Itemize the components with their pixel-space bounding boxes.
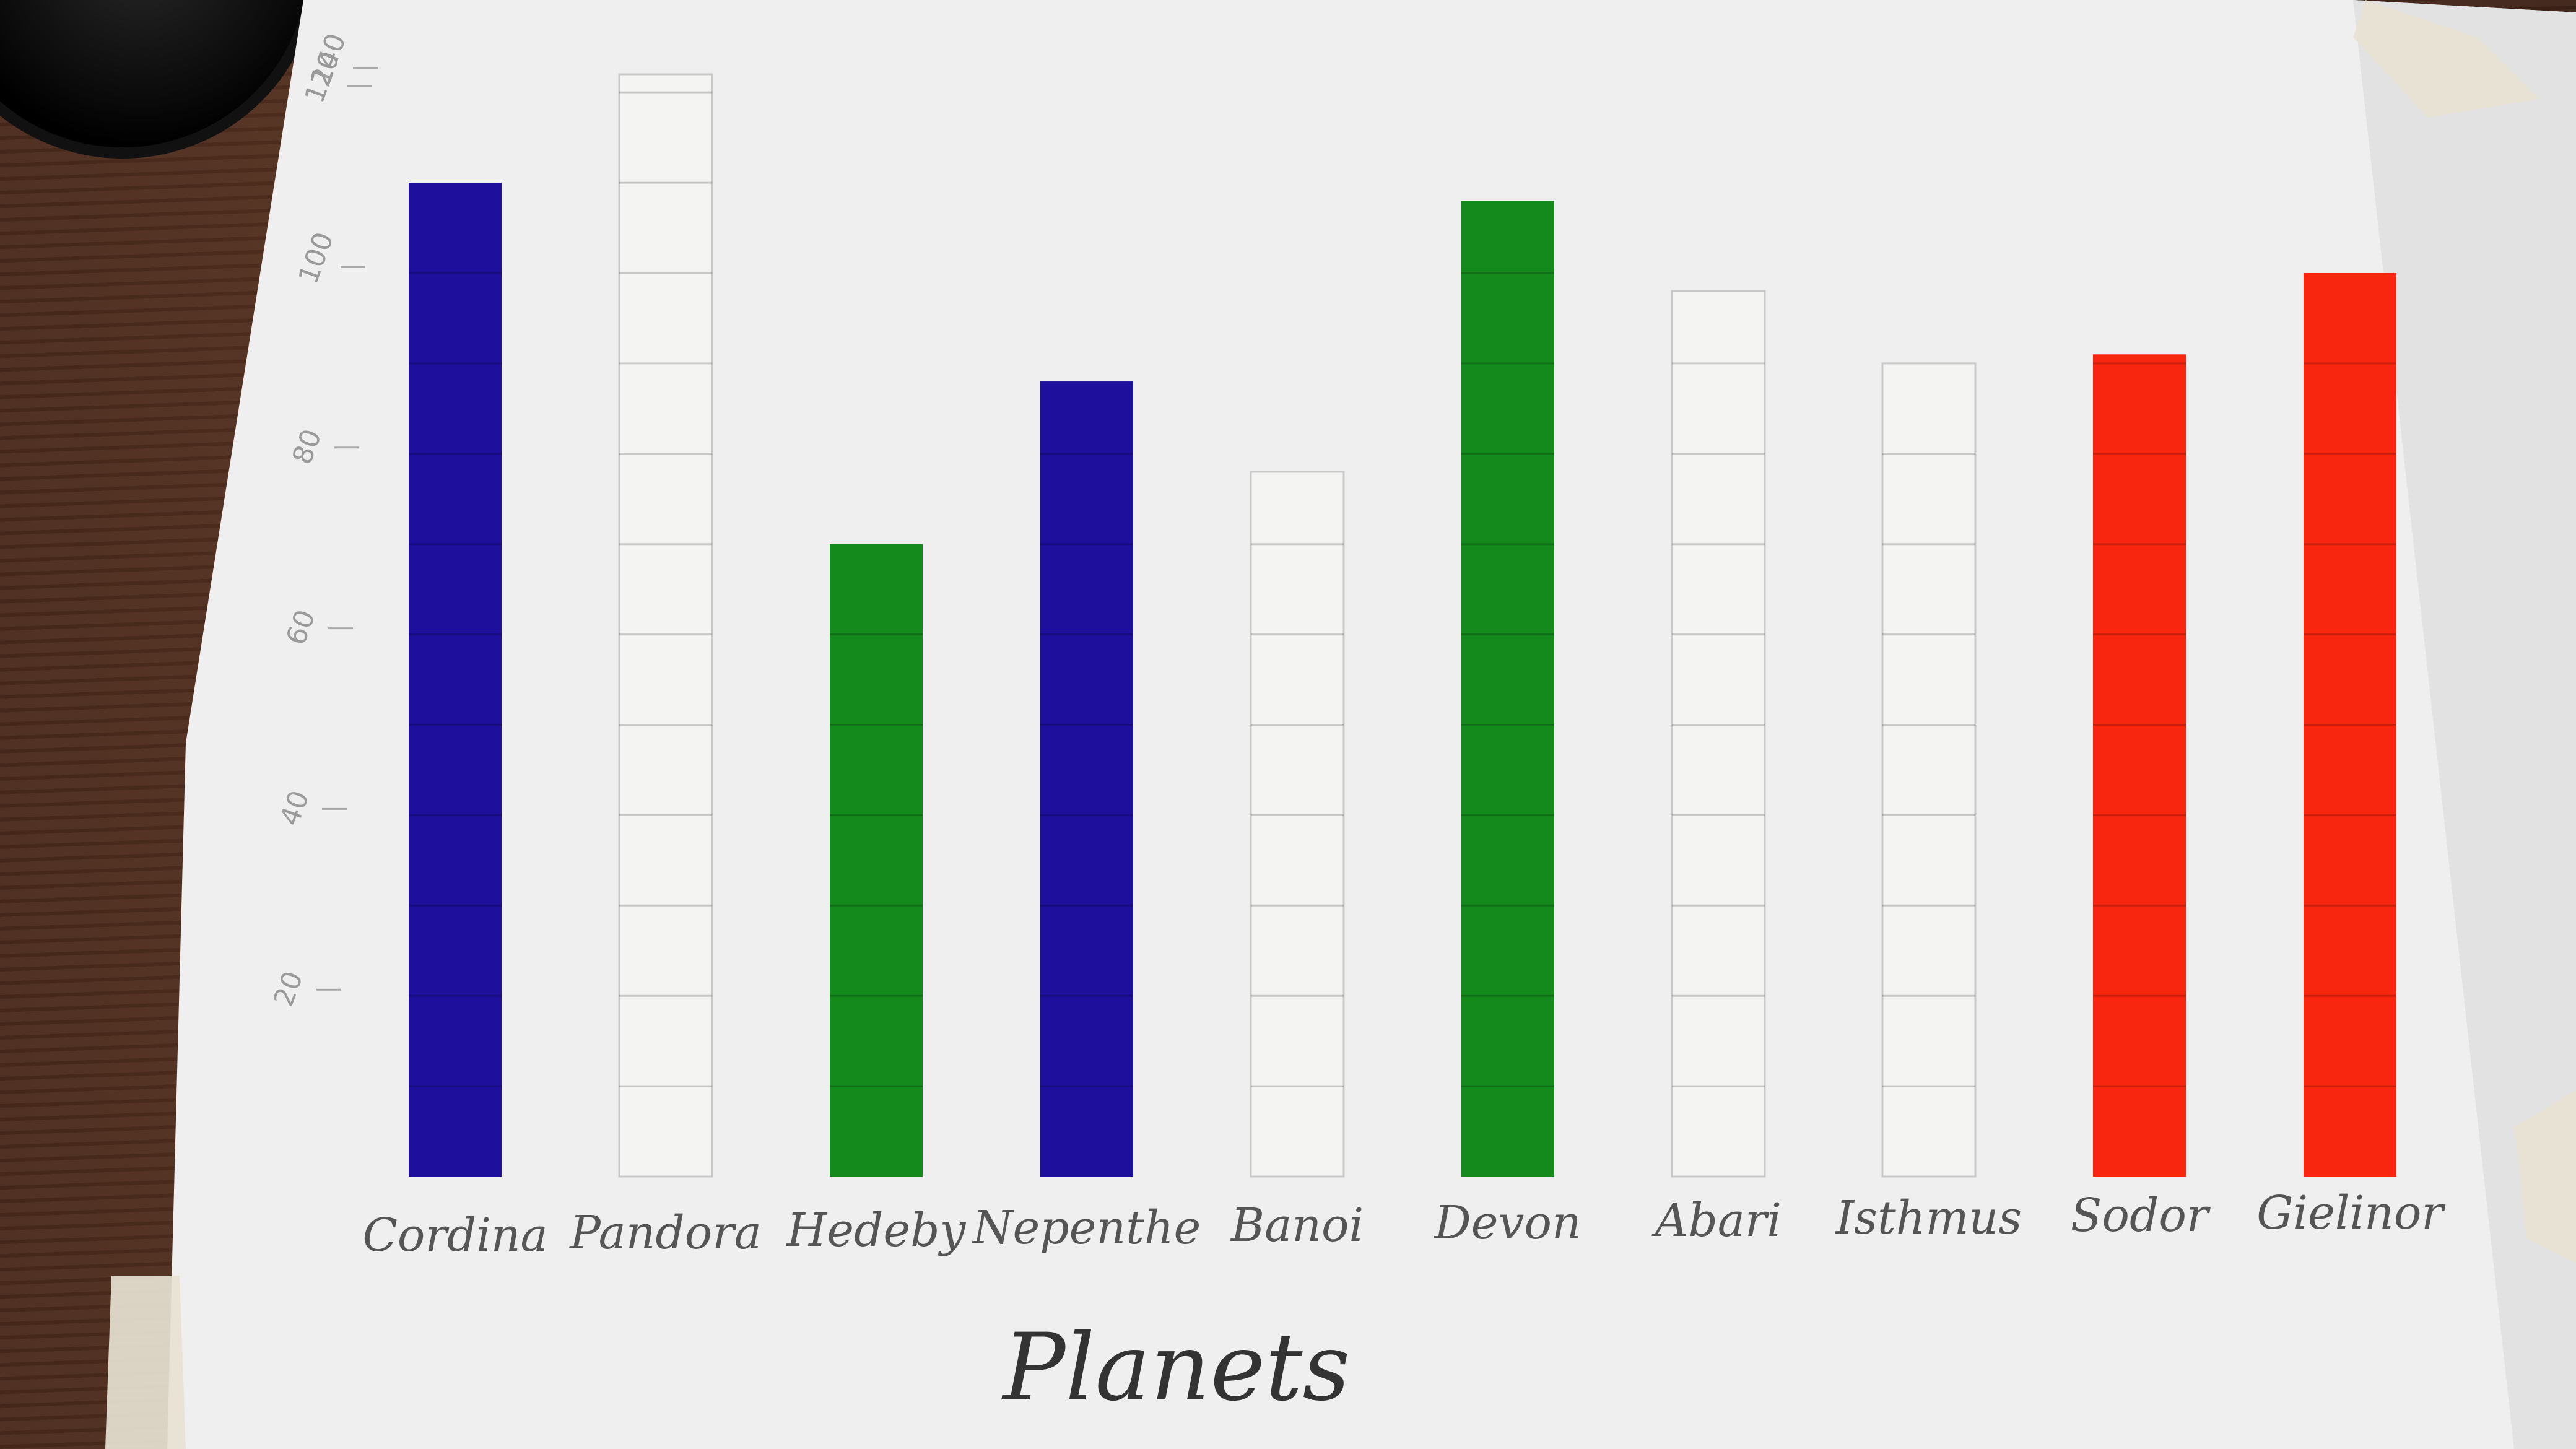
bar — [1881, 362, 1977, 1178]
bars-group — [409, 73, 2396, 1178]
bar — [1671, 290, 1766, 1178]
poster-shadow — [2353, 0, 2576, 1449]
tape-top-right — [2353, 0, 2539, 118]
bar-rect — [2304, 272, 2396, 1177]
tape-bottom-left — [105, 1276, 186, 1449]
bar — [1250, 471, 1345, 1178]
x-tick-label: Gielinor — [2256, 1186, 2446, 1240]
bar — [409, 183, 502, 1177]
bar-rect — [2093, 354, 2186, 1177]
x-tick-label: Abari — [1651, 1194, 1782, 1247]
bar — [2304, 272, 2396, 1177]
bar — [1040, 381, 1133, 1177]
bar-rect — [1250, 471, 1345, 1178]
x-tick-label: Banoi — [1230, 1199, 1364, 1252]
bar — [830, 544, 923, 1177]
tape-bottom-right — [2514, 1090, 2576, 1263]
x-tick-label: Cordina — [362, 1209, 547, 1262]
x-axis-labels: Cordina Pandora Hedeby Nepenthe Banoi Devon Ab… — [362, 1186, 2446, 1262]
x-tick-label: Hedeby — [786, 1204, 967, 1257]
x-tick-label: Devon — [1433, 1196, 1581, 1250]
bar-rect — [1461, 201, 1554, 1177]
bar-rect — [830, 544, 923, 1177]
bar-rect — [618, 73, 713, 1178]
x-tick-label: Pandora — [568, 1206, 762, 1260]
bar-rect — [1040, 381, 1133, 1177]
bar-rect — [1671, 290, 1766, 1178]
x-tick-label: Sodor — [2071, 1189, 2211, 1242]
bar-rect — [1881, 362, 1977, 1178]
x-tick-label: Isthmus — [1835, 1191, 2022, 1245]
bar — [618, 73, 713, 1178]
x-tick-label: Nepenthe — [972, 1201, 1201, 1255]
x-axis-title: Planets — [1001, 1314, 1351, 1422]
bar — [1461, 201, 1554, 1177]
bar-rect — [409, 183, 502, 1177]
bar — [2093, 354, 2186, 1177]
